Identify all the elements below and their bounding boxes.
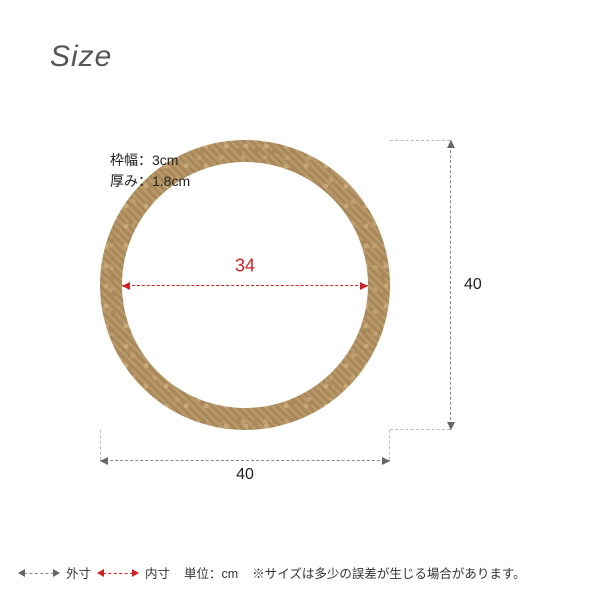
- height-dimension: 40: [440, 140, 460, 430]
- outer-arrow-icon: [18, 568, 60, 578]
- frame-spec: 枠幅：3cm 厚み：1.8cm: [110, 150, 190, 192]
- extension-line-bottom: [390, 429, 450, 430]
- spec-thickness: 厚み：1.8cm: [110, 171, 190, 192]
- width-value: 40: [236, 466, 254, 484]
- width-arrow-line: [100, 460, 390, 461]
- spec-frame-width: 枠幅：3cm: [110, 150, 190, 171]
- legend-note: ※サイズは多少の誤差が生じる場合があります。: [252, 563, 525, 582]
- legend-unit: 単位：cm: [184, 563, 238, 582]
- legend-outer-label: 外寸: [66, 563, 91, 582]
- page-title: Size: [50, 40, 112, 74]
- extension-line-left: [100, 430, 101, 460]
- extension-line-top: [390, 140, 450, 141]
- height-arrow-line: [450, 140, 451, 430]
- inner-diameter-line: [122, 285, 368, 286]
- legend-inner-label: 内寸: [145, 563, 170, 582]
- legend: 外寸 内寸 単位：cm ※サイズは多少の誤差が生じる場合があります。: [18, 563, 582, 582]
- inner-diameter-label: 34: [235, 256, 255, 277]
- height-value: 40: [464, 276, 482, 294]
- extension-line-right: [389, 430, 390, 460]
- inner-arrow-icon: [97, 568, 139, 578]
- width-dimension: 40: [100, 450, 390, 470]
